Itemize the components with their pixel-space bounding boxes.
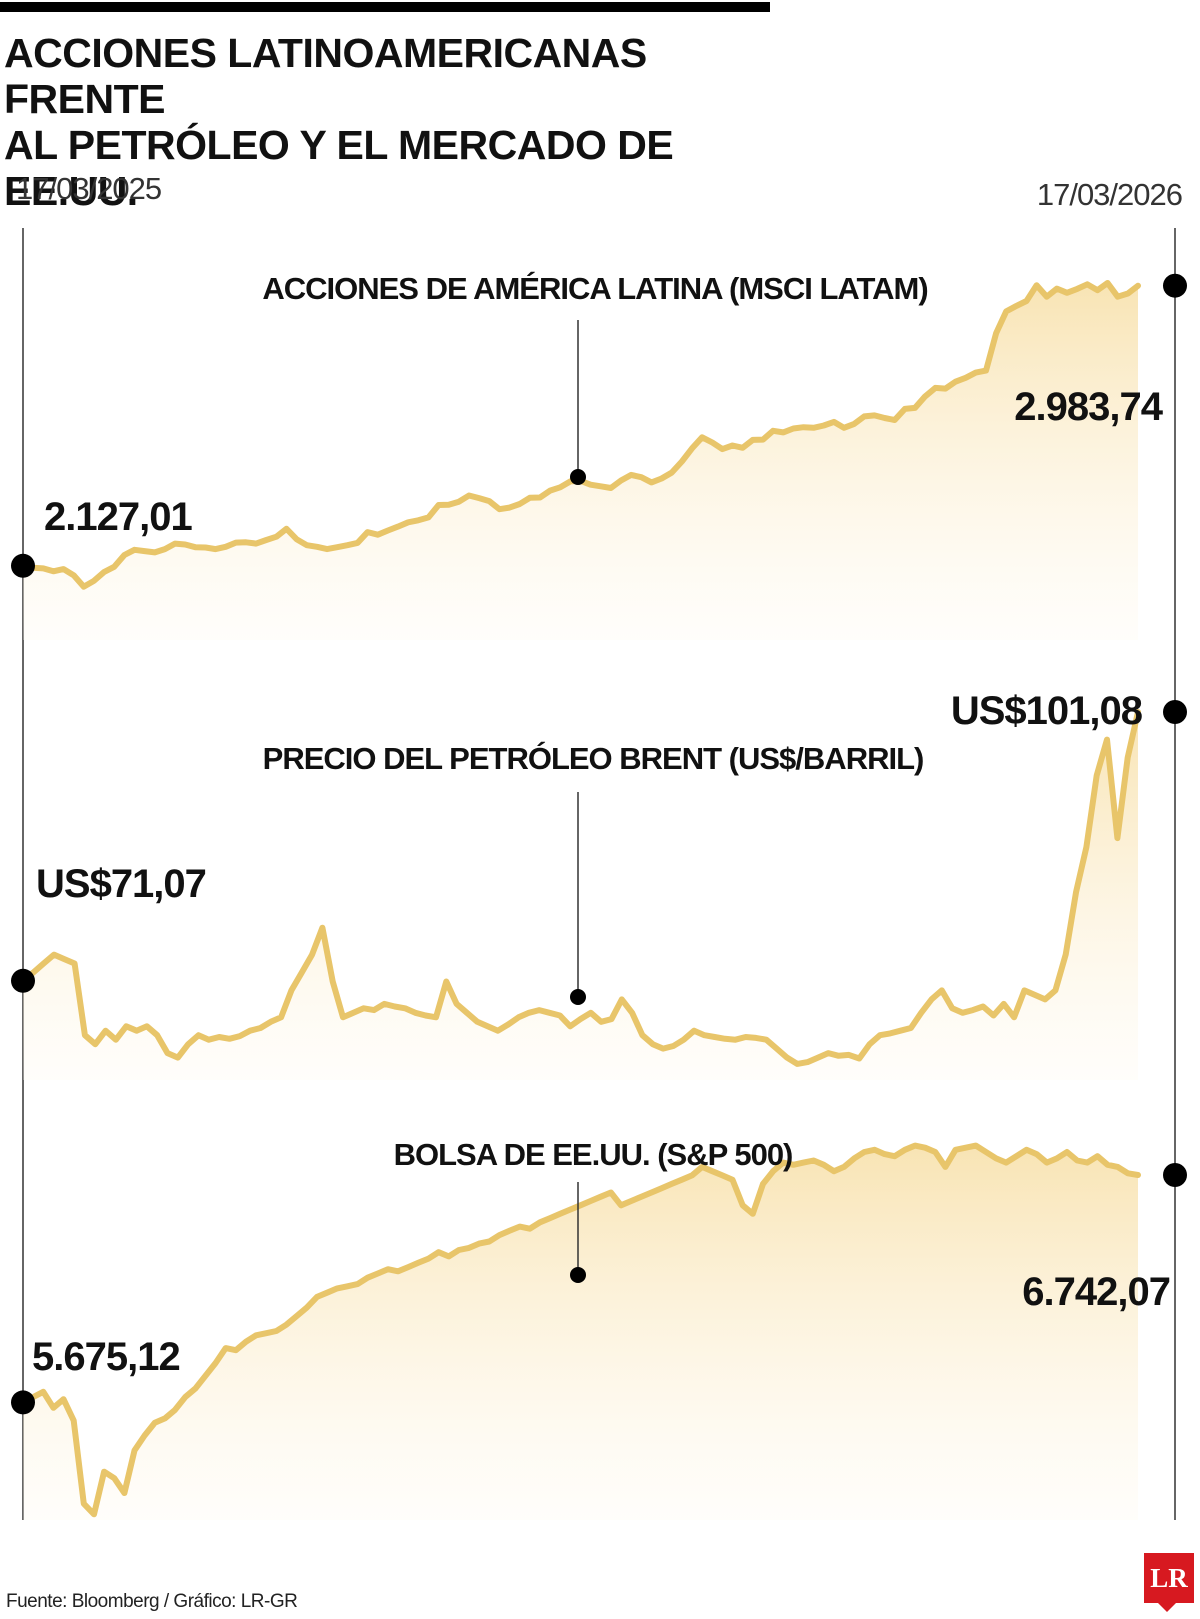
brent-mid-marker [570,989,586,1005]
brent-end-marker [1163,700,1187,724]
brent-area [23,712,1138,1080]
panel-msci-latam: ACCIONES DE AMÉRICA LATINA (MSCI LATAM) … [11,271,1187,640]
source-line: Fuente: Bloomberg / Gráfico: LR-GR [6,1591,298,1612]
msci-latam-start-label: 2.127,01 [44,495,192,539]
brent-title: PRECIO DEL PETRÓLEO BRENT (US$/BARRIL) [263,740,924,776]
sp500-line [20,1142,1141,1518]
msci-latam-mid-marker [570,469,586,485]
sp500-end-label: 6.742,07 [1022,1270,1170,1314]
top-rule [0,2,770,12]
end-date-label: 17/03/2026 [1037,177,1182,212]
sp500-start-marker [11,1390,35,1415]
sp500-mid-marker [570,1267,586,1283]
brent-start-marker [11,968,35,993]
page-title: ACCIONES LATINOAMERICANAS FRENTE AL PETR… [4,30,804,214]
lr-logo: LR [1144,1553,1194,1612]
panel-brent: PRECIO DEL PETRÓLEO BRENT (US$/BARRIL) U… [11,689,1187,1080]
title-line-2: AL PETRÓLEO Y EL MERCADO DE EE.UU. [4,122,674,214]
start-date-label: 17/03/2025 [16,171,161,206]
msci-latam-title: ACCIONES DE AMÉRICA LATINA (MSCI LATAM) [262,271,927,306]
sp500-end-marker [1163,1163,1187,1187]
sp500-title: BOLSA DE EE.UU. (S&P 500) [394,1137,793,1172]
msci-latam-area [23,283,1138,640]
brent-line [20,709,1141,1067]
sp500-start-label: 5.675,12 [32,1335,180,1379]
msci-latam-start-marker [11,553,35,578]
sp500-area [23,1145,1138,1520]
brent-start-label: US$71,07 [36,862,206,906]
title-line-1: ACCIONES LATINOAMERICANAS FRENTE [4,30,647,122]
brent-end-label: US$101,08 [951,689,1143,733]
msci-latam-end-label: 2.983,74 [1014,385,1163,429]
panel-sp500: BOLSA DE EE.UU. (S&P 500) 5.675,12 6.742… [11,1137,1187,1520]
msci-latam-end-marker [1163,273,1187,298]
